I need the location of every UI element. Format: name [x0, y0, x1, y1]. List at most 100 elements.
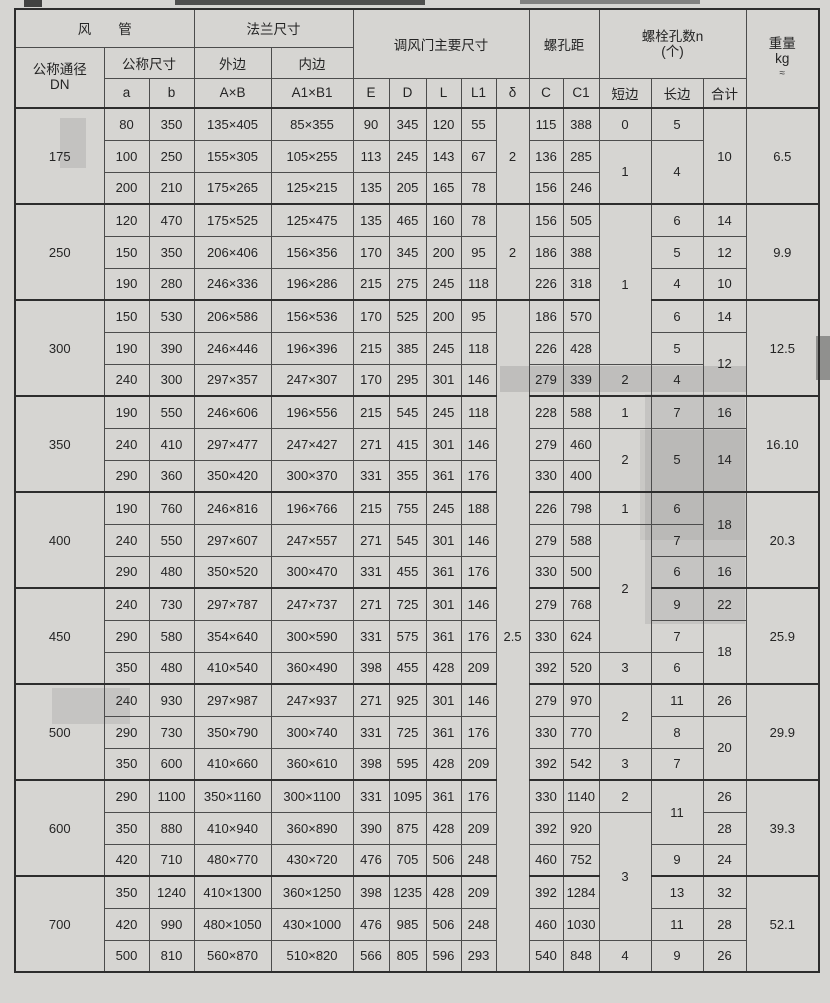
- header-dn-line1: 公称通径: [32, 62, 87, 78]
- table-cell: 240: [103, 587, 150, 621]
- table-cell: 300×740: [270, 715, 354, 749]
- table-cell: 428: [425, 651, 462, 685]
- table-cell: 247×737: [270, 587, 354, 621]
- table-cell: 271: [352, 427, 390, 461]
- table-cell: 480×770: [193, 843, 272, 877]
- table-cell: 361: [425, 459, 462, 493]
- table-cell: 301: [425, 587, 462, 621]
- header-sub-a: a: [103, 77, 150, 109]
- table-cell: 725: [388, 587, 427, 621]
- table-row: 240 300 297×357 247×307 170 295 301 146 279 339 2 4: [15, 363, 819, 397]
- table-cell: 4: [650, 267, 704, 301]
- table-cell: 176: [460, 619, 497, 653]
- table-cell: 596: [425, 939, 462, 973]
- table-cell: 11: [650, 683, 704, 717]
- table-cell: 705: [388, 843, 427, 877]
- table-cell: 525: [388, 299, 427, 333]
- table-cell: 250: [14, 203, 105, 301]
- table-cell: 32: [702, 875, 747, 909]
- table-cell: 350×790: [193, 715, 272, 749]
- table-cell: 588: [562, 523, 600, 557]
- table-cell: 246×336: [193, 267, 272, 301]
- table-cell: 28: [702, 907, 747, 941]
- table-cell: 1140: [562, 779, 600, 813]
- table-cell: 275: [388, 267, 427, 301]
- table-cell: 410×1300: [193, 875, 272, 909]
- table-cell: 16.10: [745, 395, 820, 493]
- table-cell: 550: [148, 395, 195, 429]
- table-cell: 398: [352, 875, 390, 909]
- table-cell: 206×406: [193, 235, 272, 269]
- table-row: 150 350 206×406 156×356 170 345 200 95 186 388 5 12: [15, 235, 819, 269]
- table-cell: 428: [425, 811, 462, 845]
- table-cell: 22: [702, 587, 747, 621]
- table-cell: 624: [562, 619, 600, 653]
- table-cell: 52.1: [745, 875, 820, 973]
- table-cell: 428: [562, 331, 600, 365]
- table-cell: 410×540: [193, 651, 272, 685]
- table-cell: 176: [460, 555, 497, 589]
- table-cell: 875: [388, 811, 427, 845]
- table-cell: 246×446: [193, 331, 272, 365]
- table-cell: 300×370: [270, 459, 354, 493]
- table-cell: 510×820: [270, 939, 354, 973]
- table-cell: 156: [528, 203, 564, 237]
- table-cell: 730: [148, 587, 195, 621]
- table-cell: 196×766: [270, 491, 354, 525]
- table-cell: 3: [598, 651, 652, 685]
- table-cell: 245: [425, 491, 462, 525]
- table-cell: 1235: [388, 875, 427, 909]
- table-cell: 290: [103, 715, 150, 749]
- dimension-table: 风 管 法兰尺寸 调风门主要尺寸 螺孔距 螺栓孔数n (个) 重量 kg ≈ 公…: [14, 8, 821, 973]
- table-cell: 186: [528, 235, 564, 269]
- table-cell: 398: [352, 651, 390, 685]
- table-cell: 8: [650, 715, 704, 749]
- table-cell: 470: [148, 203, 195, 237]
- table-cell: 300: [148, 363, 195, 397]
- table-cell: 410×940: [193, 811, 272, 845]
- table-row: 350 880 410×940 360×890 390 875 428 209 392 920 3 2…: [15, 811, 819, 941]
- table-cell: 95: [460, 299, 497, 333]
- table-cell: 506: [425, 843, 462, 877]
- table-row: 100 250 155×305 105×255 113 245 143 67 136 285 1 4: [15, 139, 819, 205]
- header-sub-c: C: [528, 77, 564, 109]
- table-cell: 146: [460, 363, 497, 397]
- table-cell: 11: [650, 907, 704, 941]
- table-cell: 1284: [562, 875, 600, 909]
- table-cell: 6: [650, 491, 704, 525]
- table-cell: 165: [425, 171, 462, 205]
- table-cell: 196×396: [270, 331, 354, 365]
- table-cell: 361: [425, 555, 462, 589]
- table-cell: 550: [148, 523, 195, 557]
- table-row: 600 290 1100 350×1160 300×1100 331 1095 361 176 3…: [14, 779, 820, 877]
- table-cell: 390: [352, 811, 390, 845]
- table-cell: 330: [528, 779, 564, 813]
- table-cell: 360: [148, 459, 195, 493]
- table-cell: 545: [388, 523, 427, 557]
- table-cell: 226: [528, 491, 564, 525]
- table-cell: 18: [702, 491, 747, 557]
- table-cell: 520: [562, 651, 600, 685]
- header-row-3: a b A×B A1×B1 E D L L1 δ C C1 短边 长边 合计: [15, 77, 819, 109]
- table-cell: 170: [352, 299, 390, 333]
- header-nominal-size: 公称尺寸: [103, 46, 195, 79]
- table-cell: 245: [425, 395, 462, 429]
- table-row: 350 600 410×660 360×610 398 595 428 209 392 542 3 7: [15, 747, 819, 781]
- table-cell: 500: [103, 939, 150, 973]
- table-cell: 290: [103, 779, 150, 813]
- table-cell: 385: [388, 331, 427, 365]
- table-cell: 505: [562, 203, 600, 237]
- table-cell: 271: [352, 523, 390, 557]
- table-cell: 460: [528, 907, 564, 941]
- table-cell: 125×475: [270, 203, 354, 237]
- table-cell: 361: [425, 619, 462, 653]
- table-cell: 279: [528, 523, 564, 557]
- table-cell: 290: [103, 459, 150, 493]
- table-cell: 245: [425, 331, 462, 365]
- table-cell: 301: [425, 363, 462, 397]
- table-cell: 14: [702, 203, 747, 237]
- table-cell: 990: [148, 907, 195, 941]
- table-cell: 190: [103, 331, 150, 365]
- table-cell: 392: [528, 811, 564, 845]
- table-cell: 455: [388, 651, 427, 685]
